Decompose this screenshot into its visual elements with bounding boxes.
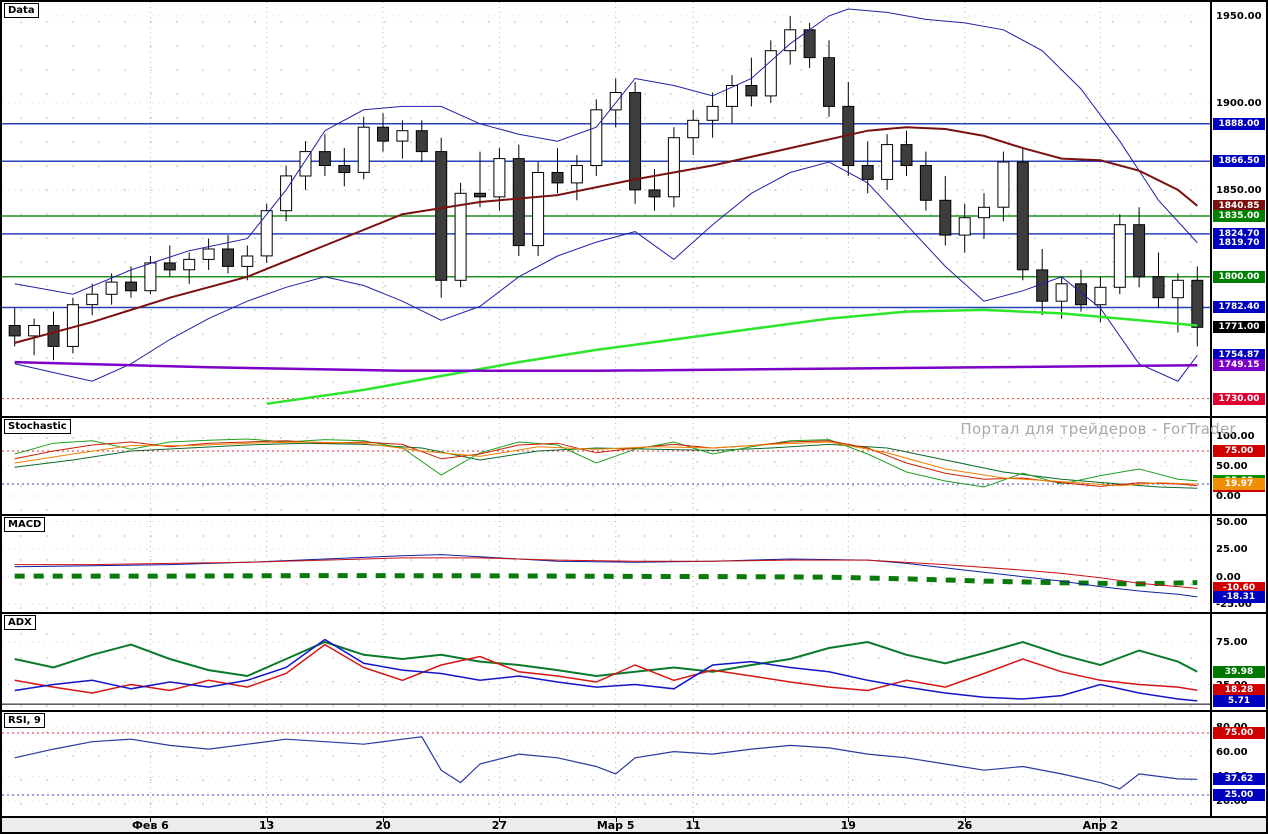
x-axis-tick-mark (615, 818, 617, 822)
panel-label-data: Data (4, 3, 39, 18)
x-axis-tick-label: 26 (957, 819, 973, 832)
price-value-badge: 1800.00 (1213, 270, 1265, 283)
watermark-text: Портал для трейдеров - ForTrader (960, 420, 1236, 438)
price-axis[interactable]: 1950.00 1900.00 1850.00 1800.00 1888.00 1866.… (1210, 2, 1266, 416)
x-axis-tick-label: Фев 6 (131, 819, 169, 832)
price-value-badge: 1835.00 (1213, 209, 1265, 222)
x-axis-tick-mark (383, 818, 384, 822)
price-value-badge: 1840.85 (1213, 199, 1265, 212)
panel-macd: 50.00 25.00 0.00 -25.00 -10.60 -18.31 MACD (2, 516, 1266, 614)
adx-svg (2, 614, 1210, 710)
y-axis-tick-label: 1850.00 (1216, 184, 1262, 196)
y-axis-tick-label: 50.00 (1216, 516, 1248, 528)
price-value-badge: 1749.15 (1213, 359, 1265, 372)
panel-label-adx: ADX (4, 615, 36, 630)
y-axis-tick-label: 1950.00 (1216, 10, 1262, 22)
y-axis-tick-label: 60.00 (1216, 746, 1248, 758)
price-value-badge: 75.00 (1213, 727, 1265, 740)
x-axis-tick-label: Мар 5 (596, 819, 635, 832)
panel-label-macd: MACD (4, 517, 46, 532)
y-axis-tick-label: 100.00 (1216, 431, 1255, 442)
x-axis-tick-mark (964, 818, 966, 822)
x-axis-tick-mark (150, 818, 152, 822)
x-axis-tick-mark (1100, 818, 1102, 822)
stochastic-svg (2, 418, 1210, 514)
price-value-badge: 1888.00 (1213, 117, 1265, 130)
y-axis-tick-label: 1900.00 (1216, 97, 1262, 109)
x-axis-tick-mark (693, 818, 695, 822)
stochastic-chart-area[interactable] (2, 418, 1210, 514)
price-chart-svg (2, 2, 1210, 416)
price-value-badge: 1819.70 (1213, 236, 1265, 249)
time-axis[interactable]: Фев 6 13 20 27 Мар 5 11 19 26 Апр 2 (2, 818, 1266, 832)
price-value-badge: 37.62 (1213, 773, 1265, 786)
price-value-badge: 1730.00 (1213, 392, 1265, 405)
y-axis-tick-label: 0.00 (1216, 491, 1241, 502)
panel-label-rsi: RSI, 9 (4, 713, 45, 728)
y-axis-tick-label: 75.00 (1216, 637, 1248, 649)
x-axis-tick-label: 27 (491, 819, 508, 832)
price-value-badge: 19.97 (1213, 478, 1265, 491)
x-axis-tick-label: Апр 2 (1082, 819, 1119, 832)
x-axis-tick-label: 20 (375, 819, 391, 832)
y-axis-tick-label: 0.00 (1216, 571, 1241, 583)
price-value-badge: -18.31 (1213, 590, 1265, 603)
x-axis-tick-label: 19 (840, 819, 856, 832)
panel-price-chart: 1950.00 1900.00 1850.00 1800.00 1888.00 1866.… (2, 2, 1266, 418)
macd-axis[interactable]: 50.00 25.00 0.00 -25.00 -10.60 -18.31 (1210, 516, 1266, 612)
price-value-badge: 5.71 (1213, 694, 1265, 707)
panel-label-stochastic: Stochastic (4, 419, 71, 434)
price-value-badge: 25.00 (1213, 788, 1265, 801)
rsi-svg (2, 712, 1210, 816)
price-value-badge: 1771.00 (1213, 321, 1265, 334)
x-axis-tick-mark (848, 818, 850, 822)
price-value-badge: 18.28 (1213, 684, 1265, 697)
price-value-badge: 1754.87 (1213, 349, 1265, 362)
price-value-badge: 1866.50 (1213, 155, 1265, 168)
candlestick-chart-area[interactable] (2, 2, 1210, 416)
y-axis-tick-label: 25.00 (1216, 544, 1248, 556)
macd-svg (2, 516, 1210, 612)
x-axis-tick-label: 11 (685, 819, 701, 832)
price-value-badge: 1782.40 (1213, 301, 1265, 314)
y-axis-tick-label: 50.00 (1216, 461, 1248, 472)
price-value-badge: 39.98 (1213, 665, 1265, 678)
y-axis-tick-label: 20.00 (1216, 796, 1248, 808)
macd-chart-area[interactable] (2, 516, 1210, 612)
y-axis-tick-label: -25.00 (1216, 599, 1252, 611)
x-axis-tick-mark (266, 818, 268, 822)
price-value-badge: 75.00 (1213, 445, 1265, 457)
x-axis-tick-mark (499, 818, 501, 822)
adx-chart-area[interactable] (2, 614, 1210, 710)
x-axis-tick-label: 13 (259, 819, 275, 832)
rsi-chart-area[interactable] (2, 712, 1210, 816)
